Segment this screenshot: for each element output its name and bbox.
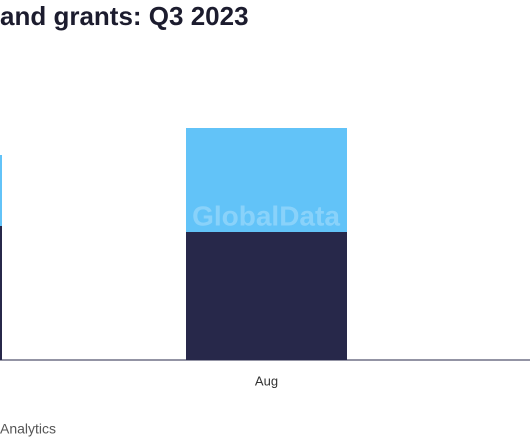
watermark: GlobalData: [192, 200, 340, 231]
bar-segment: [186, 128, 347, 232]
x-tick-label: Aug: [255, 373, 278, 388]
chart-title: and grants: Q3 2023: [0, 1, 249, 31]
bar-segment: [0, 226, 2, 360]
bar-segment: [186, 232, 347, 360]
source: Analytics: [0, 421, 56, 437]
bar-segment: [0, 155, 2, 226]
